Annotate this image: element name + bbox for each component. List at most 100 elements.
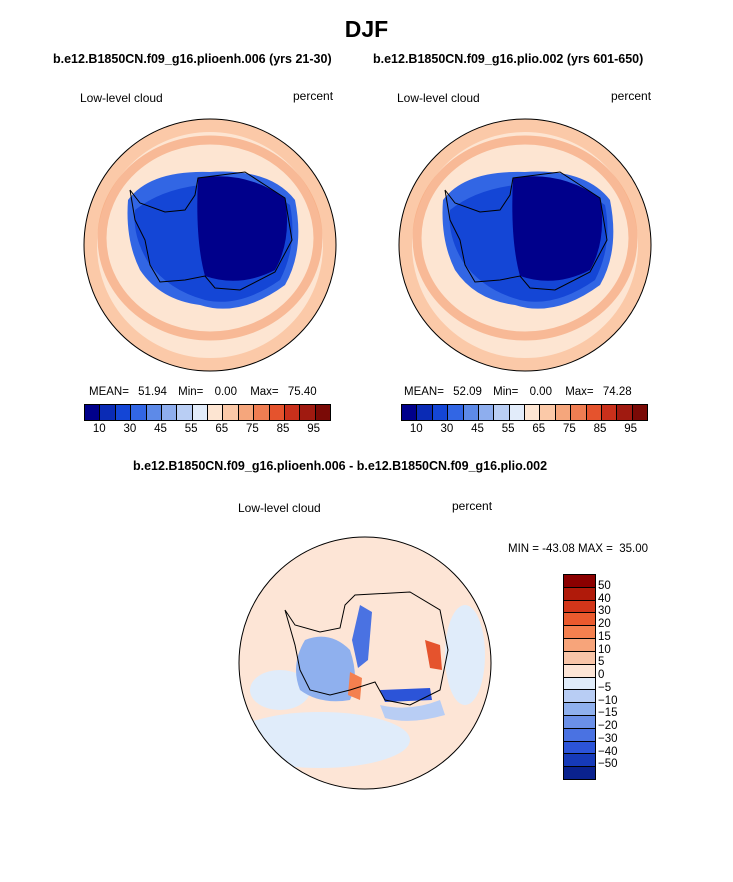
panel1-colorbar xyxy=(84,404,331,421)
colorbar-tick-label: 45 xyxy=(154,423,167,435)
colorbar-swatch xyxy=(448,405,464,420)
colorbar-tick-label: −40 xyxy=(598,745,618,758)
colorbar-tick-label: 65 xyxy=(532,423,546,435)
colorbar-swatch xyxy=(617,405,633,420)
colorbar-swatch xyxy=(601,405,618,420)
colorbar-tick-label: 95 xyxy=(624,423,638,435)
colorbar-swatch xyxy=(284,405,301,420)
colorbar-swatch xyxy=(586,405,602,420)
panel3-stats: MIN = -43.08 MAX = 35.00 xyxy=(508,543,648,555)
panel2-variable-label: Low-level cloud xyxy=(397,91,480,105)
colorbar-swatch xyxy=(564,677,595,691)
panel1-map-border xyxy=(83,118,337,372)
colorbar-tick-label: 10 xyxy=(409,423,423,435)
colorbar-swatch xyxy=(223,405,239,420)
colorbar-swatch xyxy=(417,405,433,420)
colorbar-swatch xyxy=(509,405,525,420)
colorbar-tick-label: −20 xyxy=(598,720,618,732)
colorbar-swatch xyxy=(525,405,541,420)
panel2-colorbar xyxy=(401,404,648,421)
panel1-units-label: percent xyxy=(293,89,334,103)
panel3-negative-shelf xyxy=(380,700,445,721)
colorbar-swatch xyxy=(432,405,449,420)
colorbar-swatch xyxy=(177,405,193,420)
colorbar-tick-label: 5 xyxy=(598,656,605,669)
panel1-variable-label: Low-level cloud xyxy=(80,91,163,105)
colorbar-tick-label: 0 xyxy=(598,669,605,681)
colorbar-swatch xyxy=(571,405,587,420)
colorbar-swatch xyxy=(632,405,647,420)
panel3-negative-streak-2 xyxy=(380,688,432,702)
panel2-plateau xyxy=(512,176,603,281)
colorbar-tick-label: −50 xyxy=(598,758,618,771)
panel2-map xyxy=(399,119,651,371)
colorbar-tick-label: 30 xyxy=(123,423,137,435)
panel3-positive-streak-2 xyxy=(348,672,362,700)
colorbar-swatch xyxy=(269,405,285,420)
colorbar-swatch xyxy=(564,639,595,652)
colorbar-swatch xyxy=(564,703,595,716)
colorbar-tick-label: −5 xyxy=(598,681,612,694)
colorbar-swatch xyxy=(564,626,595,640)
colorbar-swatch xyxy=(463,405,479,420)
colorbar-tick-label: 40 xyxy=(598,592,611,605)
colorbar-swatch xyxy=(564,767,595,779)
panel3-variable-label: Low-level cloud xyxy=(238,501,321,515)
colorbar-tick-label: 50 xyxy=(598,579,611,592)
colorbar-swatch xyxy=(254,405,270,420)
colorbar-tick-label: −30 xyxy=(598,732,618,745)
colorbar-swatch xyxy=(540,405,556,420)
panel3-map xyxy=(239,537,491,789)
panel3-units-label: percent xyxy=(452,499,493,513)
panel1-title: b.e12.B1850CN.f09_g16.plioenh.006 (yrs 2… xyxy=(53,52,332,66)
panel3-blue-patch-east xyxy=(445,605,485,705)
panel2-title: b.e12.B1850CN.f09_g16.plio.002 (yrs 601-… xyxy=(373,52,644,66)
colorbar-swatch xyxy=(564,690,595,704)
colorbar-swatch xyxy=(564,728,595,742)
panel2-coastline xyxy=(444,171,608,291)
colorbar-swatch xyxy=(402,405,418,420)
panel1-map xyxy=(84,119,336,371)
colorbar-tick-label: 30 xyxy=(440,423,454,435)
panel3-title: b.e12.B1850CN.f09_g16.plioenh.006 - b.e1… xyxy=(133,459,548,473)
panel3-blue-patch-west xyxy=(250,670,310,710)
colorbar-swatch xyxy=(564,575,595,588)
panel3-negative-streak xyxy=(352,605,372,668)
colorbar-tick-label: 85 xyxy=(593,423,607,435)
colorbar-swatch xyxy=(146,405,162,420)
colorbar-swatch xyxy=(300,405,316,420)
colorbar-tick-label: 55 xyxy=(501,423,515,435)
colorbar-swatch xyxy=(131,405,147,420)
panel2-map-border xyxy=(398,118,652,372)
panel1-coastline xyxy=(129,171,293,291)
panel2-mid-ring xyxy=(412,135,638,341)
colorbar-swatch xyxy=(564,613,595,627)
colorbar-swatch xyxy=(161,405,178,420)
colorbar-tick-label: 15 xyxy=(598,630,611,643)
colorbar-swatch xyxy=(494,405,510,420)
panel3-negative-zone-west xyxy=(296,636,355,702)
panel2-units-label: percent xyxy=(611,89,652,103)
panel3-coastline xyxy=(284,591,449,706)
colorbar-swatch xyxy=(564,715,595,729)
colorbar-tick-label: 45 xyxy=(471,423,484,435)
page-title: DJF xyxy=(344,16,389,42)
colorbar-tick-label: 75 xyxy=(563,423,576,435)
colorbar-tick-label: 85 xyxy=(276,423,290,435)
colorbar-swatch xyxy=(478,405,495,420)
colorbar-swatch xyxy=(238,405,255,420)
colorbar-swatch xyxy=(564,587,595,601)
colorbar-swatch xyxy=(555,405,572,420)
colorbar-swatch xyxy=(564,741,595,755)
colorbar-tick-label: 55 xyxy=(184,423,198,435)
panel2-stats: MEAN= 52.09 Min= 0.00 Max= 74.28 xyxy=(404,386,632,398)
colorbar-tick-label: −10 xyxy=(598,694,618,707)
panel3-positive-streak xyxy=(425,640,442,670)
colorbar-tick-label: 10 xyxy=(598,643,611,656)
colorbar-swatch xyxy=(208,405,224,420)
panel1-plateau xyxy=(197,176,288,281)
colorbar-swatch xyxy=(85,405,101,420)
colorbar-swatch xyxy=(100,405,116,420)
colorbar-tick-label: 95 xyxy=(307,423,321,435)
